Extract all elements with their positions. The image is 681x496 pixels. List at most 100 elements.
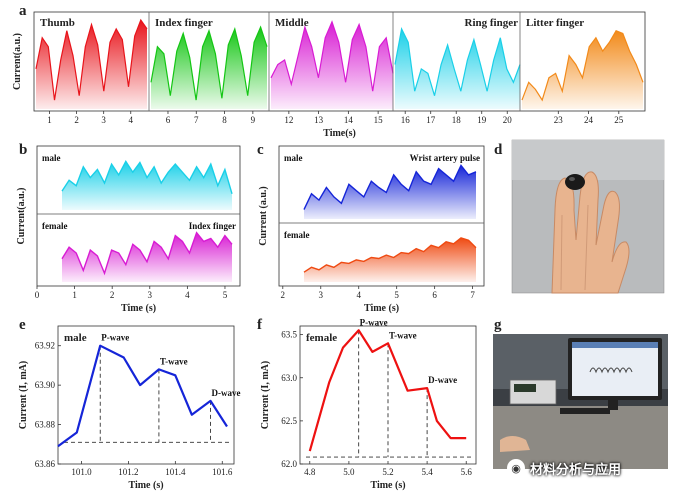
wave-label: D-wave bbox=[428, 375, 457, 385]
x-tick-label: 9 bbox=[251, 115, 256, 125]
panel-label-f: f bbox=[257, 317, 263, 333]
x-tick-label: 23 bbox=[554, 115, 564, 125]
x-tick-label: 18 bbox=[452, 115, 462, 125]
series-label: male bbox=[42, 153, 61, 163]
plot-frame bbox=[278, 145, 485, 287]
x-tick-label: 7 bbox=[470, 290, 475, 300]
x-axis-label: Time (s) bbox=[364, 303, 399, 314]
y-tick-label: 62.0 bbox=[281, 459, 297, 469]
series-note: Index finger bbox=[189, 221, 236, 231]
plot-frame bbox=[33, 11, 646, 112]
series-label: male bbox=[64, 332, 87, 344]
panel-label-b: b bbox=[19, 142, 27, 158]
panel-label-c: c bbox=[257, 142, 264, 158]
x-tick-label: 20 bbox=[503, 115, 513, 125]
x-tick-label: 25 bbox=[614, 115, 624, 125]
x-tick-label: 14 bbox=[344, 115, 354, 125]
x-tick-label: 6 bbox=[432, 290, 437, 300]
chart-c: male Wrist artery pulse female 2 3 4 5 6 7 Time (… bbox=[258, 145, 485, 314]
series-line-male bbox=[303, 164, 477, 210]
segment-label: Thumb bbox=[40, 17, 75, 29]
series-line-male bbox=[61, 160, 233, 194]
panel-label-g: g bbox=[494, 317, 502, 333]
y-axis-label: Current (a.u.) bbox=[258, 186, 269, 246]
x-tick-label: 3 bbox=[319, 290, 324, 300]
wave-label: P-wave bbox=[101, 333, 129, 343]
x-tick-label: 5 bbox=[394, 290, 399, 300]
x-tick-label: 4.8 bbox=[304, 467, 316, 477]
x-tick-label: 2 bbox=[281, 290, 286, 300]
x-tick-label: 4 bbox=[129, 115, 134, 125]
panel-label-d: d bbox=[494, 142, 503, 158]
x-tick-label: 5.0 bbox=[343, 467, 355, 477]
watermark-text: 材料分析与应用 bbox=[530, 462, 622, 478]
lab-photo bbox=[493, 334, 668, 469]
x-tick-label: 5.6 bbox=[461, 467, 473, 477]
series-label: female bbox=[306, 332, 337, 344]
segment-area-5 bbox=[522, 30, 643, 110]
segment-label: Ring finger bbox=[465, 17, 519, 29]
x-axis-label: Time (s) bbox=[128, 480, 163, 491]
series-line bbox=[308, 329, 467, 452]
hand-photo bbox=[511, 139, 665, 294]
y-tick-label: 63.0 bbox=[281, 373, 297, 383]
segment-line-2 bbox=[150, 25, 268, 101]
x-tick-label: 101.6 bbox=[212, 467, 233, 477]
x-tick-label: 6 bbox=[166, 115, 171, 125]
y-axis-label: Current(a.u.) bbox=[12, 33, 23, 90]
x-tick-label: 7 bbox=[194, 115, 199, 125]
segment-label: Middle bbox=[275, 17, 309, 29]
x-tick-label: 5.4 bbox=[421, 467, 433, 477]
y-tick-label: 63.92 bbox=[35, 341, 55, 351]
x-tick-label: 5 bbox=[223, 290, 228, 300]
wave-label: P-wave bbox=[360, 317, 388, 327]
wechat-icon: ◉ bbox=[507, 459, 525, 477]
segment-area-3 bbox=[271, 21, 393, 109]
x-tick-label: 13 bbox=[314, 115, 324, 125]
wave-label: T-wave bbox=[389, 330, 417, 340]
x-tick-label: 16 bbox=[401, 115, 411, 125]
x-tick-label: 12 bbox=[284, 115, 293, 125]
segment-line-1 bbox=[35, 18, 148, 101]
wave-label: D-wave bbox=[212, 388, 241, 398]
y-axis-label: Current (I, mA) bbox=[18, 361, 29, 429]
wave-label: T-wave bbox=[160, 356, 188, 366]
x-tick-label: 3 bbox=[101, 115, 106, 125]
segment-area-2 bbox=[151, 27, 267, 110]
series-note: Wrist artery pulse bbox=[410, 153, 480, 163]
series-area-female bbox=[304, 237, 476, 282]
y-tick-label: 63.88 bbox=[35, 420, 56, 430]
series-line bbox=[57, 344, 228, 448]
chart-f: 4.8 5.0 5.2 5.4 5.6 62.0 62.5 63.0 63.5 P-waveT-w… bbox=[260, 317, 477, 491]
y-tick-label: 63.86 bbox=[35, 459, 56, 469]
y-tick-label: 62.5 bbox=[281, 416, 297, 426]
segment-line-5 bbox=[521, 29, 644, 102]
segment-line-3 bbox=[270, 20, 394, 92]
segment-area-1 bbox=[36, 20, 147, 109]
x-tick-label: 8 bbox=[222, 115, 227, 125]
x-axis-label: Time (s) bbox=[370, 480, 405, 491]
x-tick-label: 17 bbox=[426, 115, 436, 125]
series-line-female bbox=[303, 237, 477, 273]
chart-e: 101.0 101.2 101.4 101.6 63.86 63.88 63.90 63.92… bbox=[18, 325, 241, 491]
x-tick-label: 4 bbox=[356, 290, 361, 300]
x-tick-label: 19 bbox=[477, 115, 487, 125]
x-tick-label: 101.0 bbox=[71, 467, 92, 477]
y-tick-label: 63.5 bbox=[281, 330, 297, 340]
segment-label: Index finger bbox=[155, 17, 213, 29]
series-area-female bbox=[62, 232, 232, 282]
y-axis-label: Current (I, mA) bbox=[260, 361, 271, 429]
y-axis-label: Current(a.u.) bbox=[16, 187, 27, 244]
x-tick-label: 2 bbox=[110, 290, 115, 300]
x-tick-label: 4 bbox=[185, 290, 190, 300]
panel-label-e: e bbox=[19, 317, 26, 333]
series-line-female bbox=[61, 231, 233, 276]
segment-area-4 bbox=[395, 28, 520, 109]
x-tick-label: 1 bbox=[47, 115, 52, 125]
x-tick-label: 0 bbox=[35, 290, 40, 300]
x-tick-label: 5.2 bbox=[382, 467, 393, 477]
plot-frame bbox=[36, 145, 241, 287]
series-label: male bbox=[284, 153, 303, 163]
